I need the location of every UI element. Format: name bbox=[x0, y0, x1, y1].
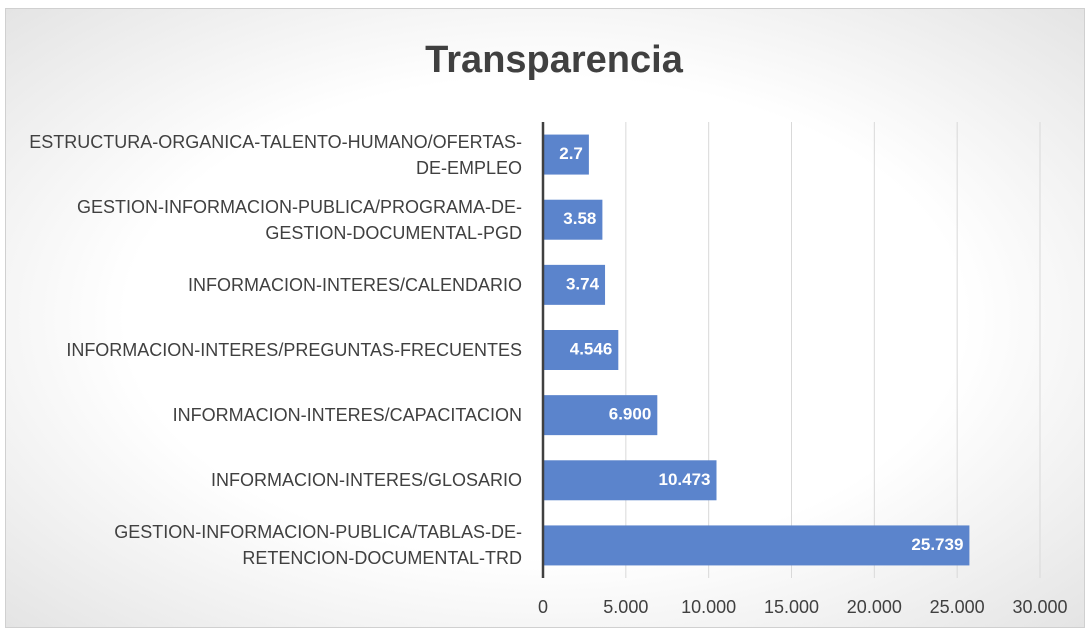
x-tick-label: 15.000 bbox=[764, 597, 819, 617]
bar bbox=[543, 330, 619, 370]
data-label: 3.74 bbox=[566, 274, 600, 293]
data-label: 10.473 bbox=[659, 470, 711, 489]
y-tick-label: INFORMACION-INTERES/CAPACITACION bbox=[172, 405, 522, 426]
y-tick-label: INFORMACION-INTERES/CALENDARIO bbox=[187, 274, 522, 295]
y-tick-label: GESTION-INFORMACION-PUBLICA/PROGRAMA-DE-… bbox=[76, 196, 522, 243]
bar bbox=[543, 395, 658, 436]
bar bbox=[543, 134, 589, 175]
data-label: 2.7 bbox=[559, 144, 583, 163]
chart-title: Transparencia bbox=[425, 39, 684, 81]
x-tick-label: 25.000 bbox=[930, 597, 985, 617]
y-tick-label: INFORMACION-INTERES/GLOSARIO bbox=[210, 470, 522, 491]
data-label: 6.900 bbox=[609, 405, 652, 424]
bar bbox=[543, 525, 970, 566]
y-tick-label: INFORMACION-INTERES/PREGUNTAS-FRECUENTES bbox=[66, 340, 522, 360]
bar bbox=[543, 264, 606, 305]
x-tick-label: 5.000 bbox=[603, 597, 648, 617]
data-label: 25.739 bbox=[911, 535, 963, 554]
chart-area bbox=[5, 8, 1085, 628]
y-tick-label: ESTRUCTURA-ORGANICA-TALENTO-HUMANO/OFERT… bbox=[29, 131, 522, 178]
bar bbox=[543, 460, 717, 501]
bar bbox=[543, 199, 603, 240]
x-tick-label: 10.000 bbox=[681, 597, 736, 617]
x-tick-label: 30.000 bbox=[1012, 597, 1067, 617]
y-tick-label: GESTION-INFORMACION-PUBLICA/TABLAS-DE-RE… bbox=[114, 522, 522, 569]
data-label: 3.58 bbox=[563, 209, 596, 228]
x-tick-label: 0 bbox=[538, 597, 548, 617]
data-label: 4.546 bbox=[570, 339, 613, 358]
x-tick-label: 20.000 bbox=[847, 597, 902, 617]
